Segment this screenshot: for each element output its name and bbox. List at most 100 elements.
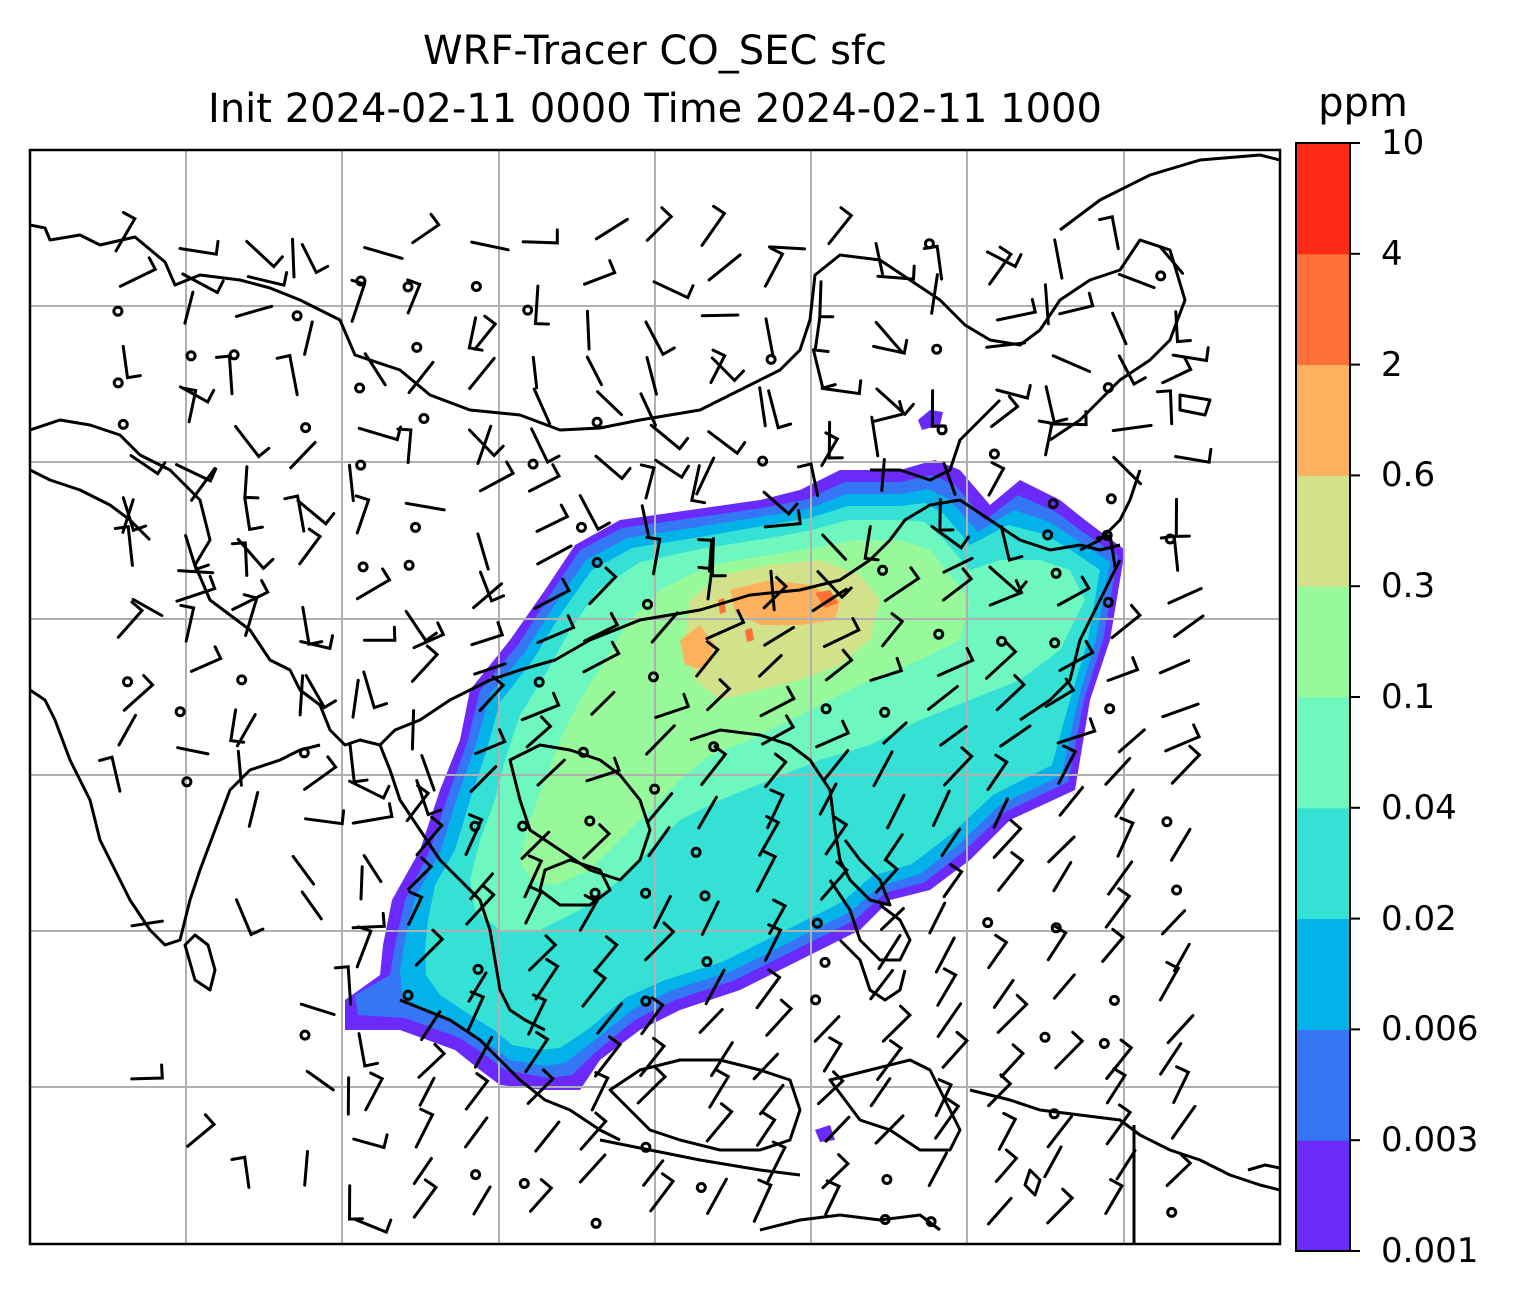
wind-barb	[415, 815, 444, 857]
wind-barb	[881, 1004, 913, 1043]
colorbar-tick-label: 0.6	[1381, 455, 1436, 496]
wind-barb	[410, 709, 416, 751]
wind-barb	[995, 383, 1032, 400]
wind-barb	[942, 863, 964, 899]
wind-barb	[1161, 356, 1193, 385]
wind-barb	[763, 246, 785, 288]
calm-wind-circle	[122, 676, 133, 688]
wind-barb	[531, 355, 539, 390]
wind-barb	[985, 640, 1018, 680]
wind-barb	[697, 565, 714, 601]
wind-barb	[761, 714, 796, 746]
wind-barb	[275, 353, 299, 397]
wind-barb	[874, 320, 904, 354]
wind-barb	[710, 1041, 734, 1078]
wind-barb	[650, 611, 679, 644]
wind-barb	[870, 415, 880, 458]
wind-barb	[181, 386, 198, 424]
calm-wind-circle	[590, 1217, 602, 1229]
wind-barb	[869, 1077, 892, 1108]
wind-barb	[827, 206, 854, 246]
wind-barb	[129, 454, 167, 476]
colorbar-tick-label: 0.1	[1381, 677, 1436, 717]
wind-barb	[1057, 744, 1078, 785]
wind-barb	[640, 504, 650, 537]
calm-wind-circle	[879, 1214, 891, 1225]
wind-barb	[986, 753, 1009, 791]
wind-barb	[936, 967, 958, 1007]
wind-barb	[594, 217, 629, 241]
wind-barb	[927, 1151, 948, 1188]
calm-wind-circle	[690, 846, 702, 858]
wind-barb	[1052, 973, 1076, 1000]
calm-wind-circle	[757, 455, 769, 467]
wind-barb	[883, 833, 904, 862]
wind-barb	[988, 579, 1024, 607]
wind-barb	[1110, 603, 1143, 640]
wind-barb	[758, 386, 767, 428]
wind-barb	[764, 923, 783, 962]
calm-wind-circle	[1102, 596, 1114, 608]
wind-barb	[1170, 744, 1202, 785]
wind-barb	[997, 1111, 1018, 1151]
wind-barb	[411, 212, 441, 245]
wind-barb	[117, 713, 137, 747]
wind-barb	[121, 344, 142, 380]
calm-wind-circle	[185, 350, 197, 362]
wind-barb	[762, 490, 799, 517]
wind-barb	[351, 802, 394, 825]
wind-barb	[1117, 728, 1146, 754]
wind-barb	[700, 745, 728, 787]
calm-wind-circle	[1050, 567, 1062, 579]
wind-barb	[521, 228, 559, 245]
wind-barb	[303, 320, 314, 356]
wind-barb	[1058, 785, 1085, 817]
wind-barb	[639, 392, 657, 427]
wind-barb	[872, 750, 894, 788]
wind-barb	[470, 621, 505, 647]
colorbar-segment	[1296, 253, 1350, 366]
wind-barb	[412, 1157, 433, 1185]
wind-barb	[1095, 533, 1117, 570]
wind-barb	[1046, 1187, 1075, 1225]
wind-barb	[927, 685, 959, 711]
wind-barb	[755, 849, 778, 893]
wind-barb	[813, 315, 830, 353]
wind-barb	[578, 1153, 607, 1184]
wind-barb	[1049, 410, 1088, 427]
wind-barb	[764, 317, 775, 359]
calm-wind-circle	[402, 989, 414, 1001]
wind-barb	[649, 1172, 676, 1213]
wind-barb	[464, 813, 484, 856]
wind-barb	[1052, 861, 1073, 893]
colorbar-tick-label: 2	[1381, 344, 1403, 385]
wind-barb	[934, 1097, 961, 1140]
wind-barb	[473, 1035, 494, 1069]
wind-barb	[1115, 1149, 1137, 1181]
wind-barb	[247, 791, 260, 828]
wind-barb	[758, 654, 783, 678]
wind-barb	[362, 854, 383, 883]
wind-barb	[585, 355, 603, 387]
wind-barb	[1170, 827, 1192, 862]
wind-barb	[758, 815, 781, 857]
wind-barb	[364, 1071, 385, 1112]
wind-barb	[524, 1030, 550, 1074]
wind-barb	[1173, 614, 1205, 638]
wind-barb	[700, 204, 727, 247]
calm-wind-circle	[300, 422, 312, 434]
wind-barb	[811, 587, 848, 613]
wind-barb	[755, 968, 782, 1010]
wind-barb	[942, 461, 957, 496]
plume-layer-2	[718, 590, 838, 642]
calm-wind-circle	[1042, 529, 1054, 541]
calm-wind-circle	[881, 1174, 893, 1185]
calm-wind-circle	[1155, 270, 1167, 282]
wind-barb	[934, 936, 956, 974]
wind-barb	[468, 356, 496, 390]
wind-barb	[762, 575, 789, 610]
wind-barb	[1058, 639, 1095, 672]
calm-wind-circle	[701, 956, 713, 968]
wind-barb	[1046, 1115, 1073, 1149]
wind-barb	[176, 746, 210, 756]
